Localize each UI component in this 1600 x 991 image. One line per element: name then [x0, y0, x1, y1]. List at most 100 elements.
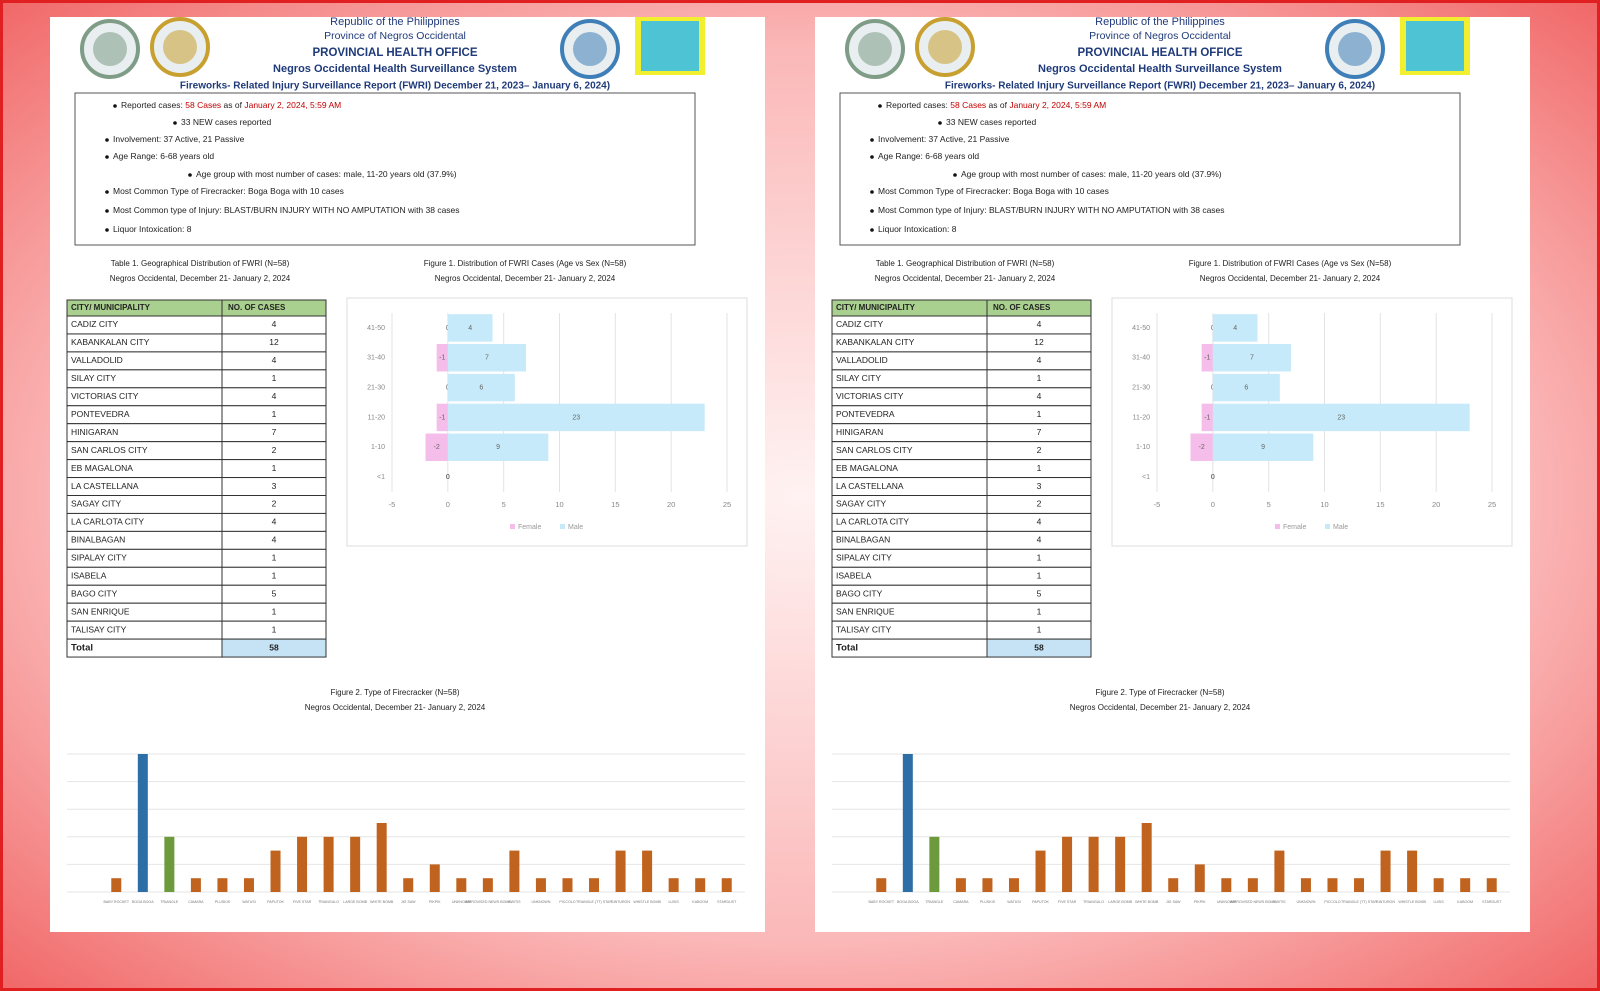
- x-tick-label: WATUSI: [242, 900, 256, 904]
- summary-text: 33 NEW cases reported: [946, 117, 1037, 127]
- summary-line: Age Range: 6-68 years old: [878, 151, 979, 161]
- x-tick-label: CAMARA: [953, 900, 969, 904]
- table-name: VALLADOLID: [71, 355, 123, 365]
- summary-text: Reported cases:: [886, 100, 950, 110]
- y-tick-label: 41-50: [1132, 325, 1150, 332]
- table-value: 5: [1037, 588, 1042, 598]
- bar: [509, 850, 520, 892]
- x-tick-label: BOGA BOGA: [132, 900, 154, 904]
- x-tick-label: PICCOLO: [1324, 900, 1340, 904]
- table-value: 12: [1034, 337, 1044, 347]
- figure-title: Figure 1. Distribution of FWRI Cases (Ag…: [1189, 259, 1392, 268]
- data-label: 6: [479, 384, 483, 391]
- summary-text: January 2, 2024, 5:59 AM: [244, 100, 341, 110]
- bar: [1194, 864, 1205, 892]
- bar: [982, 878, 993, 892]
- table-title: Table 1. Geographical Distribution of FW…: [876, 259, 1055, 268]
- bullet: [878, 104, 882, 108]
- table-header-cell: NO. OF CASES: [228, 303, 286, 312]
- summary-text: 33 NEW cases reported: [181, 117, 272, 127]
- summary-text: Age Range: 6-68 years old: [113, 151, 214, 161]
- table-name: ISABELA: [836, 571, 872, 581]
- x-tick-label: STARDUST: [717, 900, 737, 904]
- bar: [1008, 878, 1019, 892]
- x-tick-label: UNKNOWN: [452, 900, 471, 904]
- y-tick-label: 31-40: [1132, 355, 1150, 362]
- legend-swatch: [560, 524, 565, 529]
- bullet: [105, 209, 109, 213]
- x-tick-label: STARDUST: [1482, 900, 1502, 904]
- x-tick-label: UNKNOWN: [1217, 900, 1236, 904]
- summary-line: Involvement: 37 Active, 21 Passive: [113, 134, 245, 144]
- y-tick-label: <1: [377, 474, 385, 481]
- data-label: -2: [434, 444, 440, 451]
- bullet: [105, 190, 109, 194]
- bar: [111, 878, 122, 892]
- x-tick-label: TRIANGLE (TT) STAR: [1341, 900, 1377, 904]
- legend-label: Male: [1333, 524, 1348, 531]
- x-tick-label: LUSIS: [668, 900, 679, 904]
- bar: [447, 403, 705, 432]
- x-tick-label: JIG SAW: [1166, 900, 1181, 904]
- summary-line: 33 NEW cases reported: [946, 117, 1037, 127]
- table-value: 4: [272, 355, 277, 365]
- x-tick-label: FIVE STAR: [293, 900, 312, 904]
- table-name: LA CARLOTA CITY: [71, 517, 144, 527]
- table-name: EB MAGALONA: [836, 463, 898, 473]
- x-tick-label: 15: [611, 500, 619, 509]
- bullet: [870, 228, 874, 232]
- bar: [1168, 878, 1179, 892]
- logo-inner: [93, 32, 127, 66]
- table-value: 7: [272, 427, 277, 437]
- bar: [137, 754, 148, 892]
- x-tick-label: IMPROVISED NEWS BOMB: [1230, 900, 1277, 904]
- bar: [1201, 403, 1213, 432]
- table-name: EB MAGALONA: [71, 463, 133, 473]
- x-tick-label: KWITIS: [1273, 900, 1286, 904]
- data-label: 0: [446, 474, 450, 481]
- summary-line: Age group with most number of cases: mal…: [196, 169, 457, 179]
- table-value: 3: [1037, 481, 1042, 491]
- summary-box: [839, 92, 1461, 246]
- data-label: -1: [1204, 355, 1210, 362]
- bar: [1212, 344, 1291, 372]
- x-tick-label: -5: [1154, 500, 1161, 509]
- y-tick-label: 41-50: [367, 325, 385, 332]
- summary-text: January 2, 2024, 5:59 AM: [1009, 100, 1106, 110]
- summary-line: Most Common type of Injury: BLAST/BURN I…: [113, 205, 460, 215]
- bar: [1486, 878, 1497, 892]
- x-tick-label: PLUSKIS: [215, 900, 231, 904]
- bar: [721, 878, 732, 892]
- data-label: 7: [485, 355, 489, 362]
- bar: [1088, 836, 1099, 892]
- bar: [1035, 850, 1046, 892]
- table-value: 1: [272, 409, 277, 419]
- data-label: 0: [1211, 474, 1215, 481]
- header-line: Province of Negros Occidental: [324, 30, 466, 42]
- bar: [1062, 836, 1073, 892]
- table-cell: [221, 638, 327, 658]
- table-value: 2: [272, 499, 277, 509]
- data-label: 0: [446, 474, 450, 481]
- table-value: 58: [269, 642, 279, 652]
- table-subtitle: Negros Occidental, December 21- January …: [110, 274, 291, 283]
- summary-line: Reported cases: 58 Cases as of January 2…: [886, 100, 1106, 110]
- table-name: Total: [836, 643, 858, 654]
- table-name: PONTEVEDRA: [836, 409, 895, 419]
- bullet: [870, 155, 874, 159]
- table-name: SIPALAY CITY: [836, 553, 892, 563]
- figure-title: Figure 2. Type of Firecracker (N=58): [1095, 688, 1224, 697]
- x-tick-label: PIKPIK: [429, 900, 441, 904]
- summary-text: Most Common type of Injury: BLAST/BURN I…: [113, 205, 460, 215]
- x-tick-label: PICCOLO: [559, 900, 575, 904]
- x-tick-label: WATUSI: [1007, 900, 1021, 904]
- table-name: PONTEVEDRA: [71, 409, 130, 419]
- summary-text: Most Common Type of Firecracker: Boga Bo…: [878, 186, 1109, 196]
- table-value: 1: [1037, 571, 1042, 581]
- x-tick-label: 20: [1432, 500, 1440, 509]
- x-tick-label: TRIANGULO: [1083, 900, 1104, 904]
- x-tick-label: 0: [446, 500, 450, 509]
- x-tick-label: WHITE BOMB: [370, 900, 394, 904]
- figure-subtitle: Negros Occidental, December 21- January …: [1070, 703, 1251, 712]
- x-tick-label: TRIANGLE: [160, 900, 179, 904]
